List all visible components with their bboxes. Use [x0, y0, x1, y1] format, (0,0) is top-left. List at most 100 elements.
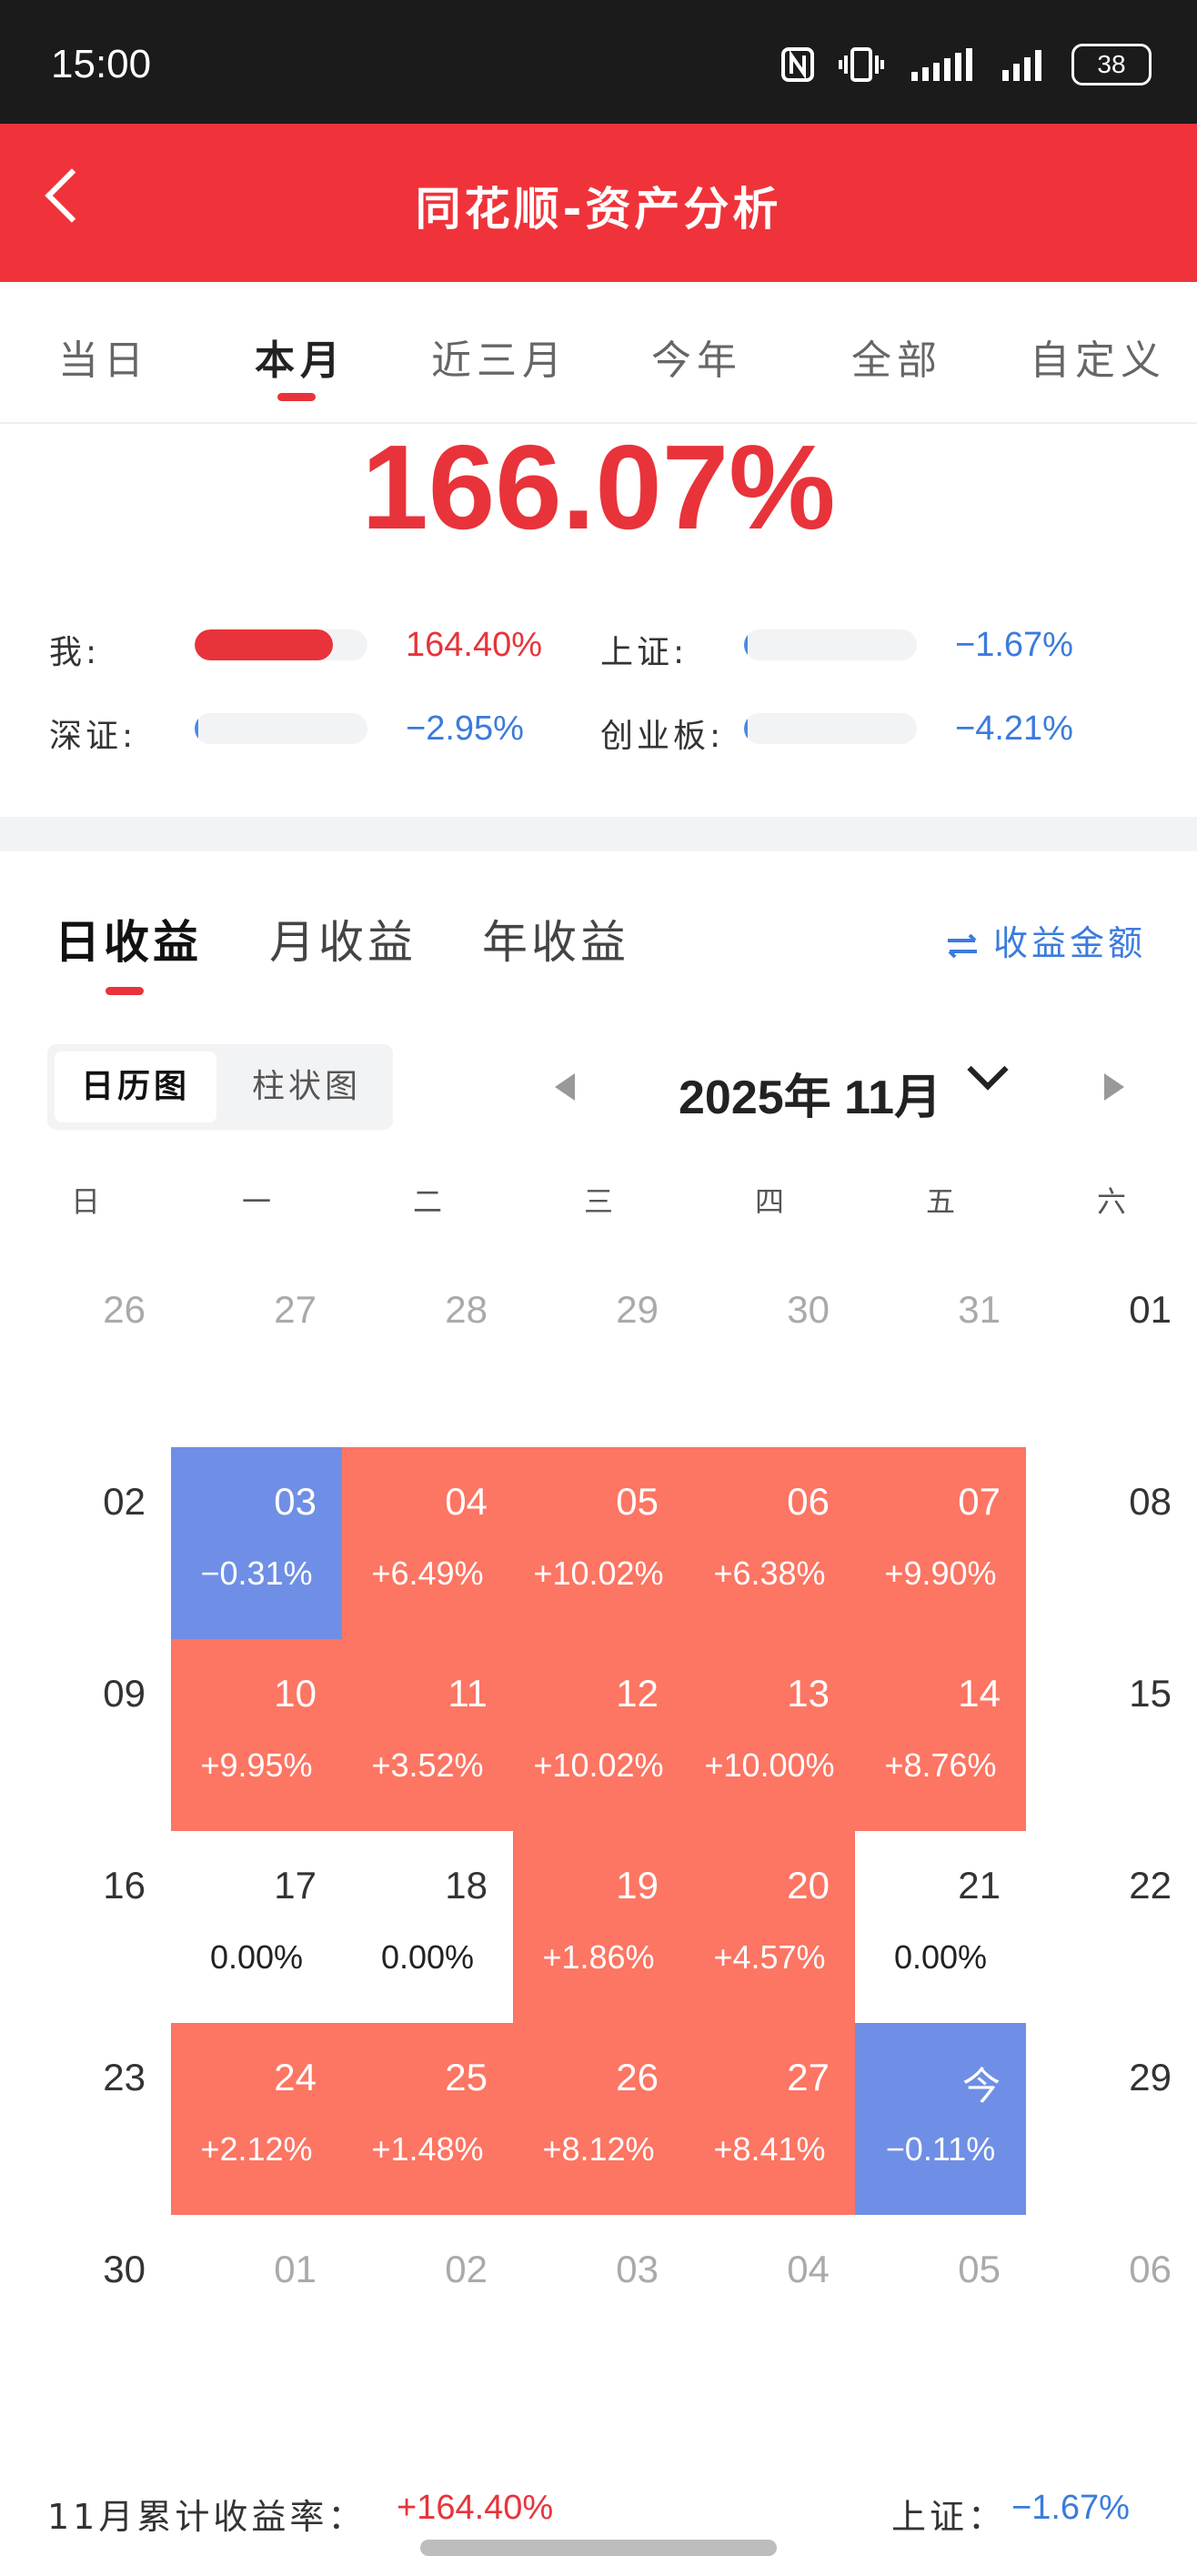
- calendar-cell[interactable]: 18 0.00%: [342, 1831, 513, 2023]
- calendar-cell[interactable]: 26: [0, 1255, 171, 1447]
- calendar-cell[interactable]: 30: [684, 1255, 855, 1447]
- calendar-cell[interactable]: 01: [171, 2215, 342, 2407]
- nfc-icon: [781, 47, 814, 82]
- cmp-bar-shenzhen: [195, 713, 367, 744]
- calendar-cell[interactable]: 06 +6.38%: [684, 1447, 855, 1639]
- calendar-cell[interactable]: 09: [0, 1639, 171, 1831]
- calendar-day-return: +9.90%: [884, 1555, 997, 1592]
- calendar-day-number: 03: [616, 2248, 659, 2290]
- return-amount-label: 收益金额: [992, 923, 1146, 963]
- calendar-day-number: 15: [1129, 1672, 1172, 1715]
- calendar-day-number: 06: [1129, 2248, 1172, 2290]
- calendar-day-number: 27: [274, 1288, 317, 1331]
- calendar-cell[interactable]: 29: [513, 1255, 684, 1447]
- calendar-day-number: 21: [958, 1864, 1001, 1907]
- calendar-cell[interactable]: 27 +8.41%: [684, 2023, 855, 2215]
- calendar-view-button[interactable]: 日历图: [55, 1052, 216, 1122]
- chevron-down-icon[interactable]: [967, 1049, 1009, 1091]
- calendar-cell[interactable]: 04 +6.49%: [342, 1447, 513, 1639]
- calendar-cell[interactable]: 03 −0.31%: [171, 1447, 342, 1639]
- weekday-label: 四: [754, 1184, 784, 1219]
- calendar-cell[interactable]: 13 +10.00%: [684, 1639, 855, 1831]
- calendar-cell[interactable]: 05: [855, 2215, 1026, 2407]
- calendar-cell[interactable]: 27: [171, 1255, 342, 1447]
- prev-month-icon[interactable]: [555, 1073, 575, 1101]
- cmp-bar-shanghai: [744, 629, 917, 660]
- calendar-day-return: +8.12%: [542, 2130, 655, 2168]
- signal-2-icon: [1002, 50, 1041, 81]
- tab-three-months[interactable]: 近三月: [431, 337, 568, 384]
- calendar-day-number: 22: [1129, 1864, 1172, 1907]
- calendar-cell[interactable]: 17 0.00%: [171, 1831, 342, 2023]
- calendar-cell[interactable]: 19 +1.86%: [513, 1831, 684, 2023]
- calendar-cell[interactable]: 今 −0.11%: [855, 2023, 1026, 2215]
- tab-this-month[interactable]: 本月: [255, 337, 346, 384]
- calendar-cell[interactable]: 05 +10.02%: [513, 1447, 684, 1639]
- month-label[interactable]: 2025年 11月: [679, 1072, 942, 1124]
- calendar-cell[interactable]: 04: [684, 2215, 855, 2407]
- calendar-cell[interactable]: 20 +4.57%: [684, 1831, 855, 2023]
- calendar-cell[interactable]: 21 0.00%: [855, 1831, 1026, 2023]
- swap-arrows-icon: [947, 933, 977, 958]
- calendar-cell[interactable]: 26 +8.12%: [513, 2023, 684, 2215]
- calendar-cell[interactable]: 07 +9.90%: [855, 1447, 1026, 1639]
- calendar-cell[interactable]: 23: [0, 2023, 171, 2215]
- calendar-cell[interactable]: 28: [342, 1255, 513, 1447]
- calendar-cell[interactable]: 02: [0, 1447, 171, 1639]
- calendar-cell[interactable]: 29: [1026, 2023, 1197, 2215]
- calendar-day-number: 27: [787, 2056, 830, 2098]
- calendar-cell[interactable]: 31: [855, 1255, 1026, 1447]
- calendar-day-return: +8.41%: [713, 2130, 826, 2168]
- calendar-cell[interactable]: 08: [1026, 1447, 1197, 1639]
- tab-monthly-return[interactable]: 月收益: [269, 916, 417, 969]
- calendar-cell[interactable]: 22: [1026, 1831, 1197, 2023]
- cmp-tick-shanghai: [744, 631, 748, 659]
- calendar-day-number: 07: [958, 1480, 1001, 1523]
- cmp-label-shenzhen: 深证:: [49, 718, 137, 755]
- next-month-icon[interactable]: [1104, 1073, 1124, 1101]
- calendar-cell[interactable]: 14 +8.76%: [855, 1639, 1026, 1831]
- calendar-cell[interactable]: 01: [1026, 1255, 1197, 1447]
- calendar-cell[interactable]: 16: [0, 1831, 171, 2023]
- tab-today[interactable]: 当日: [58, 337, 149, 384]
- tab-this-year[interactable]: 今年: [651, 337, 742, 384]
- calendar-day-number: 06: [787, 1480, 830, 1523]
- calendar-cell[interactable]: 11 +3.52%: [342, 1639, 513, 1831]
- calendar-cell[interactable]: 12 +10.02%: [513, 1639, 684, 1831]
- calendar-cell[interactable]: 03: [513, 2215, 684, 2407]
- calendar-day-number: 16: [103, 1864, 146, 1907]
- calendar-day-number: 12: [616, 1672, 659, 1715]
- calendar-day-return: +8.76%: [884, 1746, 997, 1784]
- signal-icon: [911, 48, 972, 81]
- tab-custom[interactable]: 自定义: [1030, 337, 1166, 384]
- calendar-cell[interactable]: 02: [342, 2215, 513, 2407]
- calendar-cell[interactable]: 06: [1026, 2215, 1197, 2407]
- calendar-day-number: 24: [274, 2056, 317, 2098]
- calendar-cell[interactable]: 30: [0, 2215, 171, 2407]
- cmp-bar-chinext: [744, 713, 917, 744]
- total-return: 166.07%: [361, 420, 836, 554]
- home-indicator[interactable]: [420, 2540, 777, 2556]
- calendar-day-return: +10.02%: [533, 1555, 664, 1592]
- calendar-day-number: 03: [274, 1480, 317, 1523]
- calendar-day-number: 08: [1129, 1480, 1172, 1523]
- calendar-day-number: 04: [787, 2248, 830, 2290]
- calendar-cell[interactable]: 25 +1.48%: [342, 2023, 513, 2215]
- bar-view-button[interactable]: 柱状图: [251, 1068, 361, 1105]
- calendar-day-return: +9.95%: [200, 1746, 313, 1784]
- tab-daily-return[interactable]: 日收益: [55, 916, 202, 969]
- battery-icon: 38: [1071, 44, 1152, 86]
- cmp-label-chinext: 创业板:: [600, 718, 725, 755]
- cumulative-label: 11月累计收益率：: [47, 2497, 367, 2537]
- calendar-cell[interactable]: 15: [1026, 1639, 1197, 1831]
- calendar-day-number: 31: [958, 1288, 1001, 1331]
- return-amount-toggle[interactable]: 收益金额: [944, 915, 1146, 965]
- weekday-label: 日: [70, 1184, 100, 1219]
- calendar-day-return: 0.00%: [209, 1938, 304, 1976]
- tab-yearly-return[interactable]: 年收益: [482, 916, 629, 969]
- tab-all[interactable]: 全部: [851, 337, 942, 384]
- calendar-cell[interactable]: 10 +9.95%: [171, 1639, 342, 1831]
- section-divider: [0, 817, 1197, 851]
- calendar-cell[interactable]: 24 +2.12%: [171, 2023, 342, 2215]
- calendar-day-number: 28: [445, 1288, 488, 1331]
